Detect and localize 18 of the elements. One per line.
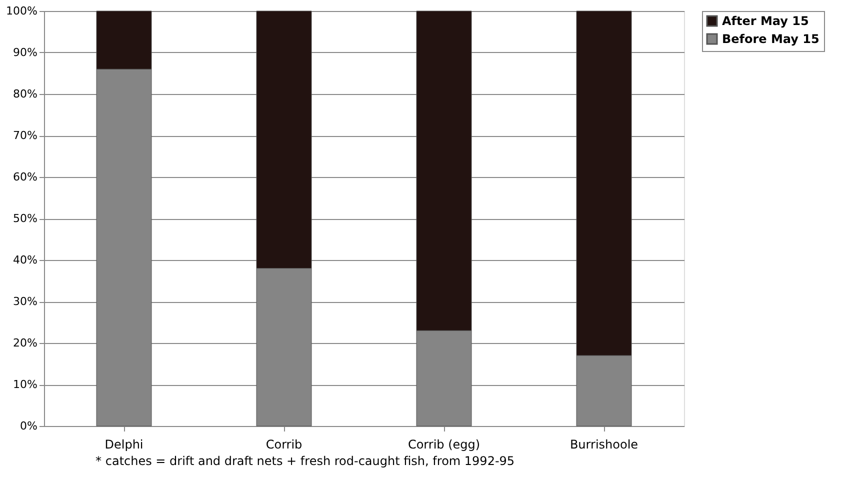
legend-label: Before May 15 [722, 32, 820, 46]
y-tick-label: 90% [13, 46, 38, 59]
x-tick-label: Burrishoole [570, 438, 638, 452]
y-tick-label: 50% [13, 212, 38, 225]
y-tick-label: 80% [13, 88, 38, 100]
x-tick-label: Corrib [266, 438, 302, 452]
text: * catches = drift and draft nets + fresh rod-caught fish, from 1992-95 [96, 454, 515, 468]
y-tick-label: 30% [13, 295, 38, 308]
y-tick-label: 70% [13, 129, 38, 142]
y-tick-label: 0% [20, 420, 38, 432]
x-tick-label: Delphi [104, 438, 144, 452]
legend-label: After May 15 [722, 14, 809, 28]
y-tick-label: 20% [13, 336, 38, 350]
x-tick-label: Corrib (egg) [408, 438, 480, 452]
y-tick-label: 100% [6, 4, 38, 18]
y-tick-label: 60% [13, 170, 38, 184]
y-tick-label: 10% [13, 378, 38, 391]
y-tick-label: 40% [13, 254, 38, 266]
